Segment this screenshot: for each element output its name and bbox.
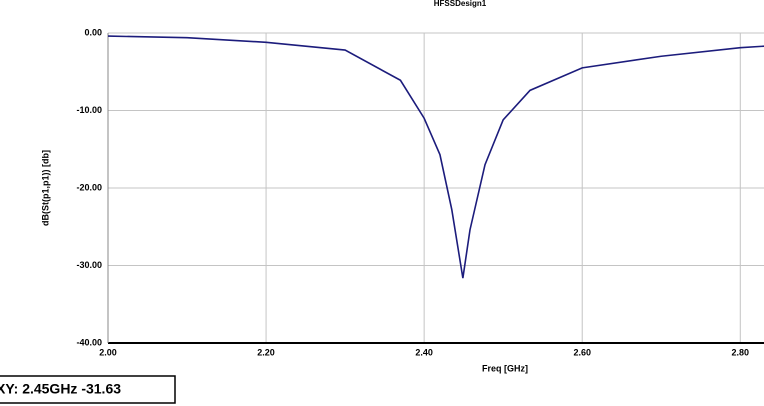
y-tick-label: -40.00 xyxy=(76,337,102,347)
x-tick-label: 2.40 xyxy=(415,347,433,357)
marker-box xyxy=(0,375,176,404)
y-tick-label: -10.00 xyxy=(76,105,102,115)
y-tick-label: -20.00 xyxy=(76,182,102,192)
marker-label: XY: 2.45GHz -31.63 xyxy=(0,381,121,397)
x-tick-label: 2.20 xyxy=(257,347,275,357)
x-tick-label: 2.00 xyxy=(99,347,117,357)
y-tick-label: 0.00 xyxy=(84,27,102,37)
x-tick-label: 2.80 xyxy=(732,347,750,357)
y-tick-label: -30.00 xyxy=(76,260,102,270)
y-axis-label: dB(St(p1,p1)) [db] xyxy=(40,150,50,226)
chart-title: HFSSDesign1 xyxy=(434,0,487,8)
x-tick-label: 2.60 xyxy=(573,347,591,357)
line xyxy=(107,35,764,279)
x-axis-label: Freq [GHz] xyxy=(482,363,528,373)
